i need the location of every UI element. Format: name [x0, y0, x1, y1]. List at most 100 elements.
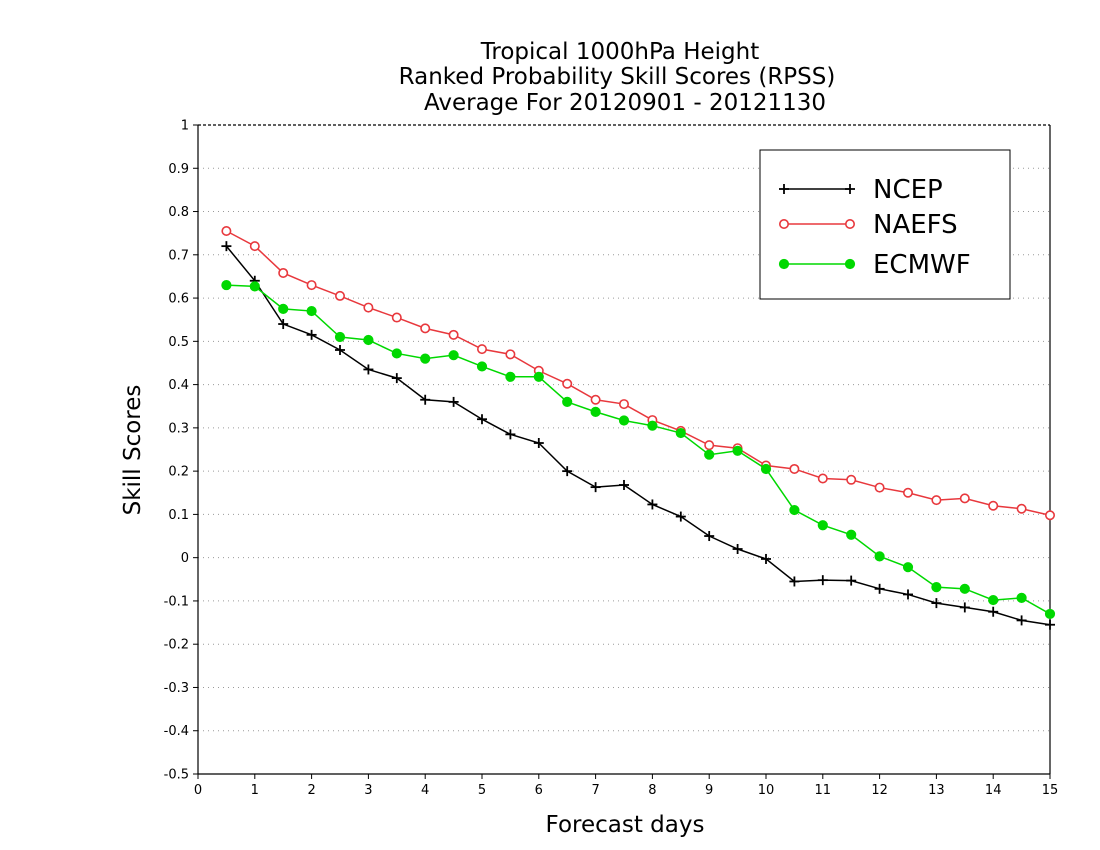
data-point-ncep: [477, 414, 487, 425]
data-point-ncep: [789, 576, 800, 587]
data-point-naefs: [817, 473, 828, 484]
data-point-ncep: [647, 499, 658, 510]
data-point-naefs: [420, 323, 431, 334]
chart-title-line-3: Average For 20120901 - 20121130: [424, 90, 826, 116]
data-point-ecmwf: [902, 562, 914, 573]
x-tick-label: 8: [648, 783, 656, 798]
y-tick-label: 0.1: [168, 508, 189, 523]
legend-marker-ncep: [779, 184, 789, 194]
data-point-ecmwf: [590, 406, 601, 417]
data-point-ecmwf: [704, 449, 715, 460]
y-tick-label: 0: [181, 551, 189, 566]
x-tick-label: 11: [815, 783, 832, 798]
legend-item-naefs: NAEFS: [778, 210, 958, 240]
data-point-ecmwf: [334, 331, 346, 343]
data-point-naefs: [249, 241, 260, 252]
x-tick-label: 7: [591, 783, 599, 798]
data-point-ncep: [959, 602, 970, 613]
y-tick-label: 0.9: [168, 162, 189, 177]
data-point-naefs: [789, 463, 800, 474]
data-point-naefs: [618, 399, 629, 410]
data-point-ncep: [363, 364, 374, 375]
data-point-naefs: [334, 290, 345, 301]
data-point-ecmwf: [363, 334, 374, 346]
data-point-ecmwf: [306, 305, 317, 317]
y-axis-label: Skill Scores: [120, 385, 146, 516]
data-point-ecmwf: [846, 529, 857, 540]
data-point-ncep: [306, 329, 317, 340]
y-tick-label: 0.4: [168, 378, 189, 393]
legend-marker-ecmwf: [844, 258, 856, 270]
data-point-ecmwf: [618, 415, 630, 426]
y-tick-label: 0.3: [168, 421, 189, 436]
y-tick-label: -0.2: [164, 638, 189, 653]
data-point-ncep: [1016, 615, 1027, 626]
data-point-ncep: [1045, 619, 1055, 630]
data-point-naefs: [874, 482, 885, 493]
data-point-naefs: [448, 329, 459, 340]
series-naefs: [221, 226, 1056, 521]
chart-title-line-2: Ranked Probability Skill Scores (RPSS): [399, 64, 836, 90]
data-point-ncep: [278, 319, 289, 330]
data-point-naefs: [476, 344, 487, 355]
data-point-naefs: [391, 312, 402, 323]
x-tick-label: 9: [705, 783, 713, 798]
legend-label-ncep: NCEP: [873, 175, 943, 205]
data-point-naefs: [1045, 510, 1056, 521]
data-point-ecmwf: [1016, 592, 1027, 604]
legend-item-ecmwf: ECMWF: [778, 250, 971, 280]
data-point-ecmwf: [476, 361, 488, 372]
data-point-ncep: [675, 511, 686, 522]
x-tick-label: 10: [758, 783, 775, 798]
data-point-ncep: [931, 598, 942, 609]
data-point-ecmwf: [562, 396, 573, 408]
data-point-ecmwf: [732, 445, 743, 456]
data-point-ecmwf: [533, 371, 544, 382]
data-point-ecmwf: [221, 279, 232, 291]
data-point-ecmwf: [817, 520, 828, 531]
legend-marker-ecmwf: [778, 258, 790, 270]
legend-marker-naefs: [844, 219, 855, 230]
data-point-ecmwf: [988, 594, 999, 606]
axes: -0.5 -0.4 -0.3 -0.2 -0.1 0 0.1 0.2 0.3 0.4 0.5 0.6 0…: [164, 119, 1059, 799]
y-tick-label: -0.3: [164, 681, 189, 696]
data-point-naefs: [306, 280, 317, 291]
data-point-ecmwf: [249, 281, 260, 292]
data-point-ncep: [335, 344, 345, 355]
data-point-ncep: [391, 373, 402, 384]
data-point-naefs: [278, 267, 289, 278]
x-tick-label: 2: [307, 783, 315, 798]
chart-title-line-1: Tropical 1000hPa Height: [480, 39, 760, 65]
legend-label-naefs: NAEFS: [873, 210, 958, 240]
data-point-ecmwf: [278, 303, 289, 314]
data-point-naefs: [1016, 503, 1027, 514]
data-point-ncep: [590, 482, 601, 493]
data-point-ecmwf: [959, 583, 970, 594]
data-point-ecmwf: [789, 504, 800, 516]
data-point-ncep: [761, 553, 771, 564]
x-axis-label: Forecast days: [546, 812, 705, 838]
x-tick-label: 5: [478, 783, 486, 798]
x-tick-label: 1: [251, 783, 259, 798]
y-tick-label: 0.6: [168, 292, 189, 307]
y-tick-label: 1: [181, 119, 189, 134]
legend-marker-ncep: [845, 184, 855, 194]
data-point-ncep: [817, 575, 828, 586]
legend-marker-naefs: [778, 219, 789, 230]
data-point-ncep: [562, 466, 573, 477]
legend: NCEP NAEFS ECMWF: [759, 149, 1011, 300]
data-point-ecmwf: [931, 581, 942, 593]
series-ecmwf: [221, 279, 1056, 620]
series-line-ecmwf: [226, 284, 1051, 615]
chart-title: Tropical 1000hPa Height Ranked Probabili…: [399, 39, 836, 116]
y-tick-label: 0.5: [168, 335, 189, 350]
x-tick-label: 15: [1042, 783, 1059, 798]
data-point-ncep: [846, 575, 857, 586]
data-point-ecmwf: [420, 353, 431, 364]
y-tick-label: 0.8: [168, 205, 189, 220]
data-point-ecmwf: [1044, 608, 1056, 620]
data-point-ncep: [874, 583, 885, 594]
data-point-ncep: [732, 544, 743, 555]
data-point-ecmwf: [391, 348, 402, 359]
